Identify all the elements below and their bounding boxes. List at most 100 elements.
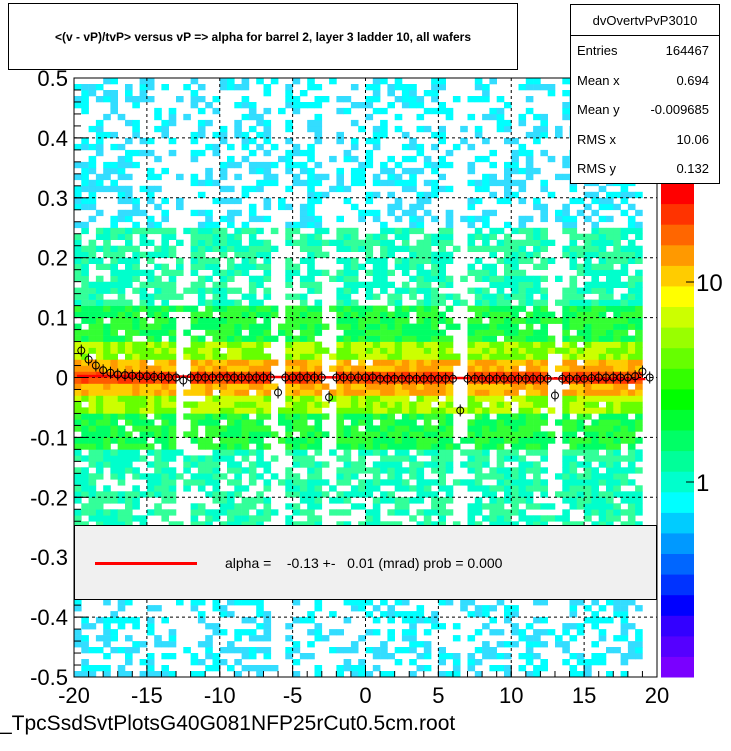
heat-cell	[103, 167, 111, 175]
heat-cell	[606, 377, 614, 384]
heat-cell	[256, 299, 264, 306]
heat-cell	[606, 353, 614, 360]
heat-cell	[409, 137, 417, 145]
heat-cell	[445, 599, 454, 606]
heat-cell	[234, 335, 242, 342]
heat-cell	[467, 335, 476, 342]
heat-cell	[533, 671, 541, 678]
y-tick-label: 0	[56, 366, 68, 391]
heat-cell	[161, 281, 169, 288]
heat-cell	[547, 317, 556, 324]
heat-cell	[438, 671, 446, 678]
heat-cell	[292, 179, 301, 187]
heat-cell	[350, 167, 359, 175]
heat-cell	[489, 233, 497, 240]
heat-cell	[533, 431, 541, 438]
heat-cell	[438, 185, 446, 193]
heat-cell	[576, 209, 585, 217]
heat-cell	[227, 335, 235, 342]
heat-cell	[125, 281, 133, 288]
heat-cell	[110, 185, 118, 193]
heat-cell	[606, 509, 614, 516]
heat-cell	[117, 227, 126, 235]
heat-cell	[445, 323, 454, 330]
heat-cell	[307, 491, 315, 498]
heat-cell	[409, 437, 417, 444]
heat-cell	[438, 245, 446, 252]
heat-cell	[511, 305, 519, 312]
heat-cell	[103, 131, 111, 139]
heat-cell	[423, 323, 432, 330]
heat-cell	[81, 245, 89, 252]
heat-cell	[205, 317, 213, 324]
heat-cell	[154, 311, 162, 318]
heat-cell	[591, 425, 599, 432]
heat-cell	[139, 521, 148, 528]
heat-cell	[613, 245, 621, 252]
heat-cell	[380, 233, 388, 240]
heat-cell	[292, 455, 301, 462]
heat-cell	[496, 293, 505, 300]
heat-cell	[248, 419, 257, 426]
heat-cell	[606, 671, 614, 678]
heat-cell	[635, 347, 643, 354]
heat-cell	[380, 263, 388, 270]
heat-cell	[606, 383, 614, 390]
heat-cell	[445, 395, 454, 402]
heat-cell	[117, 197, 126, 205]
heat-cell	[154, 473, 162, 480]
heat-cell	[219, 78, 228, 85]
heat-cell	[423, 401, 432, 408]
heat-cell	[299, 90, 308, 97]
heat-cell	[314, 377, 323, 384]
heat-cell	[81, 359, 89, 366]
heat-cell	[394, 215, 403, 223]
heat-cell	[103, 485, 111, 492]
heat-cell	[635, 227, 643, 235]
heat-cell	[161, 467, 169, 474]
heat-cell	[591, 503, 599, 510]
heat-cell	[263, 167, 272, 175]
heat-cell	[154, 155, 162, 163]
heat-cell	[569, 431, 578, 438]
heat-cell	[438, 78, 446, 85]
heat-cell	[445, 455, 454, 462]
heat-cell	[489, 371, 497, 378]
stats-value: 10.06	[676, 131, 709, 147]
heat-cell	[489, 509, 497, 516]
heat-cell	[197, 335, 206, 342]
heat-cell	[394, 125, 403, 133]
heat-cell	[423, 347, 432, 354]
heat-cell	[620, 251, 629, 258]
heat-cell	[606, 419, 614, 426]
heat-cell	[285, 221, 293, 229]
heat-cell	[372, 96, 381, 103]
heat-cell	[248, 245, 257, 252]
heat-cell	[584, 377, 592, 384]
heat-cell	[474, 257, 483, 264]
heat-cell	[219, 233, 228, 240]
heat-cell	[606, 191, 614, 199]
heat-cell	[227, 395, 235, 402]
heat-cell	[307, 443, 315, 450]
heat-cell	[256, 389, 264, 396]
heat-cell	[212, 479, 221, 486]
heat-cell	[350, 311, 359, 318]
heat-cell	[81, 383, 89, 390]
heat-cell	[336, 299, 344, 306]
heat-cell	[416, 467, 425, 474]
heat-cell	[81, 479, 89, 486]
heat-cell	[511, 371, 519, 378]
heat-cell	[591, 287, 599, 294]
heat-cell	[270, 665, 279, 672]
heat-cell	[380, 461, 388, 468]
heat-cell	[569, 623, 578, 630]
heat-cell	[576, 461, 585, 468]
heat-cell	[219, 185, 228, 193]
heat-cell	[219, 251, 228, 258]
heat-cell	[401, 479, 410, 486]
heat-cell	[438, 623, 446, 630]
heat-cell	[620, 371, 629, 378]
heat-cell	[248, 449, 257, 456]
heat-cell	[482, 485, 490, 492]
